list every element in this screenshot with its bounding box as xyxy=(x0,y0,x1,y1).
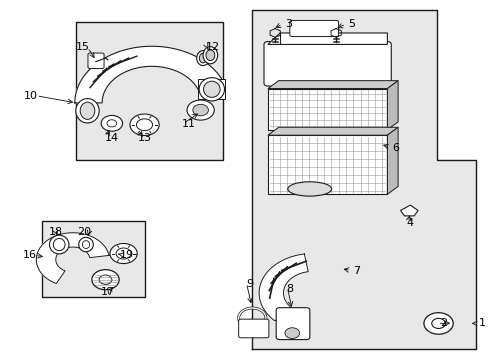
Circle shape xyxy=(107,120,117,127)
Circle shape xyxy=(110,243,137,264)
Ellipse shape xyxy=(199,53,206,63)
Ellipse shape xyxy=(196,50,209,66)
Text: 9: 9 xyxy=(245,279,252,289)
Circle shape xyxy=(136,119,152,131)
Bar xyxy=(267,89,386,130)
Ellipse shape xyxy=(287,182,331,196)
FancyBboxPatch shape xyxy=(88,53,104,68)
Ellipse shape xyxy=(82,240,89,248)
Text: 3: 3 xyxy=(285,19,291,29)
Ellipse shape xyxy=(53,238,65,251)
Ellipse shape xyxy=(203,46,217,64)
Bar xyxy=(42,221,144,297)
Text: 5: 5 xyxy=(347,19,355,29)
Polygon shape xyxy=(251,10,475,348)
FancyBboxPatch shape xyxy=(238,319,268,338)
Polygon shape xyxy=(400,205,417,216)
Bar xyxy=(198,78,224,99)
Text: 7: 7 xyxy=(352,266,360,276)
FancyBboxPatch shape xyxy=(264,41,390,86)
FancyBboxPatch shape xyxy=(276,308,309,339)
Text: 12: 12 xyxy=(205,42,220,52)
Circle shape xyxy=(192,104,208,116)
FancyBboxPatch shape xyxy=(289,21,338,37)
Text: 18: 18 xyxy=(49,227,63,237)
Circle shape xyxy=(423,313,452,334)
Text: 8: 8 xyxy=(285,284,293,294)
Circle shape xyxy=(116,248,131,259)
Ellipse shape xyxy=(79,237,93,252)
Text: 17: 17 xyxy=(101,287,115,297)
Polygon shape xyxy=(267,127,397,135)
Polygon shape xyxy=(267,33,386,44)
Circle shape xyxy=(130,114,159,135)
Text: 13: 13 xyxy=(138,133,152,143)
Polygon shape xyxy=(36,233,109,284)
Ellipse shape xyxy=(205,50,214,60)
Ellipse shape xyxy=(49,235,69,254)
Text: 16: 16 xyxy=(22,250,37,260)
Polygon shape xyxy=(75,46,224,103)
Polygon shape xyxy=(386,127,397,194)
Ellipse shape xyxy=(203,81,220,97)
Text: 15: 15 xyxy=(76,42,89,52)
Text: 14: 14 xyxy=(104,133,119,143)
Polygon shape xyxy=(267,81,397,89)
Text: 2: 2 xyxy=(439,319,446,328)
Ellipse shape xyxy=(76,99,99,123)
Text: 20: 20 xyxy=(77,227,91,237)
Circle shape xyxy=(431,319,445,328)
Bar xyxy=(267,135,386,194)
Circle shape xyxy=(186,100,214,120)
Text: 4: 4 xyxy=(406,218,413,228)
Text: 10: 10 xyxy=(24,91,38,101)
Text: 11: 11 xyxy=(181,120,195,129)
Circle shape xyxy=(285,328,299,338)
Text: 1: 1 xyxy=(478,319,485,328)
Polygon shape xyxy=(386,81,397,130)
Ellipse shape xyxy=(80,102,95,120)
Bar xyxy=(76,22,222,160)
Text: 6: 6 xyxy=(391,143,398,153)
Text: 19: 19 xyxy=(120,250,134,260)
Circle shape xyxy=(92,270,119,290)
Polygon shape xyxy=(259,254,307,321)
Circle shape xyxy=(101,116,122,131)
Ellipse shape xyxy=(199,78,224,101)
Circle shape xyxy=(99,275,112,284)
